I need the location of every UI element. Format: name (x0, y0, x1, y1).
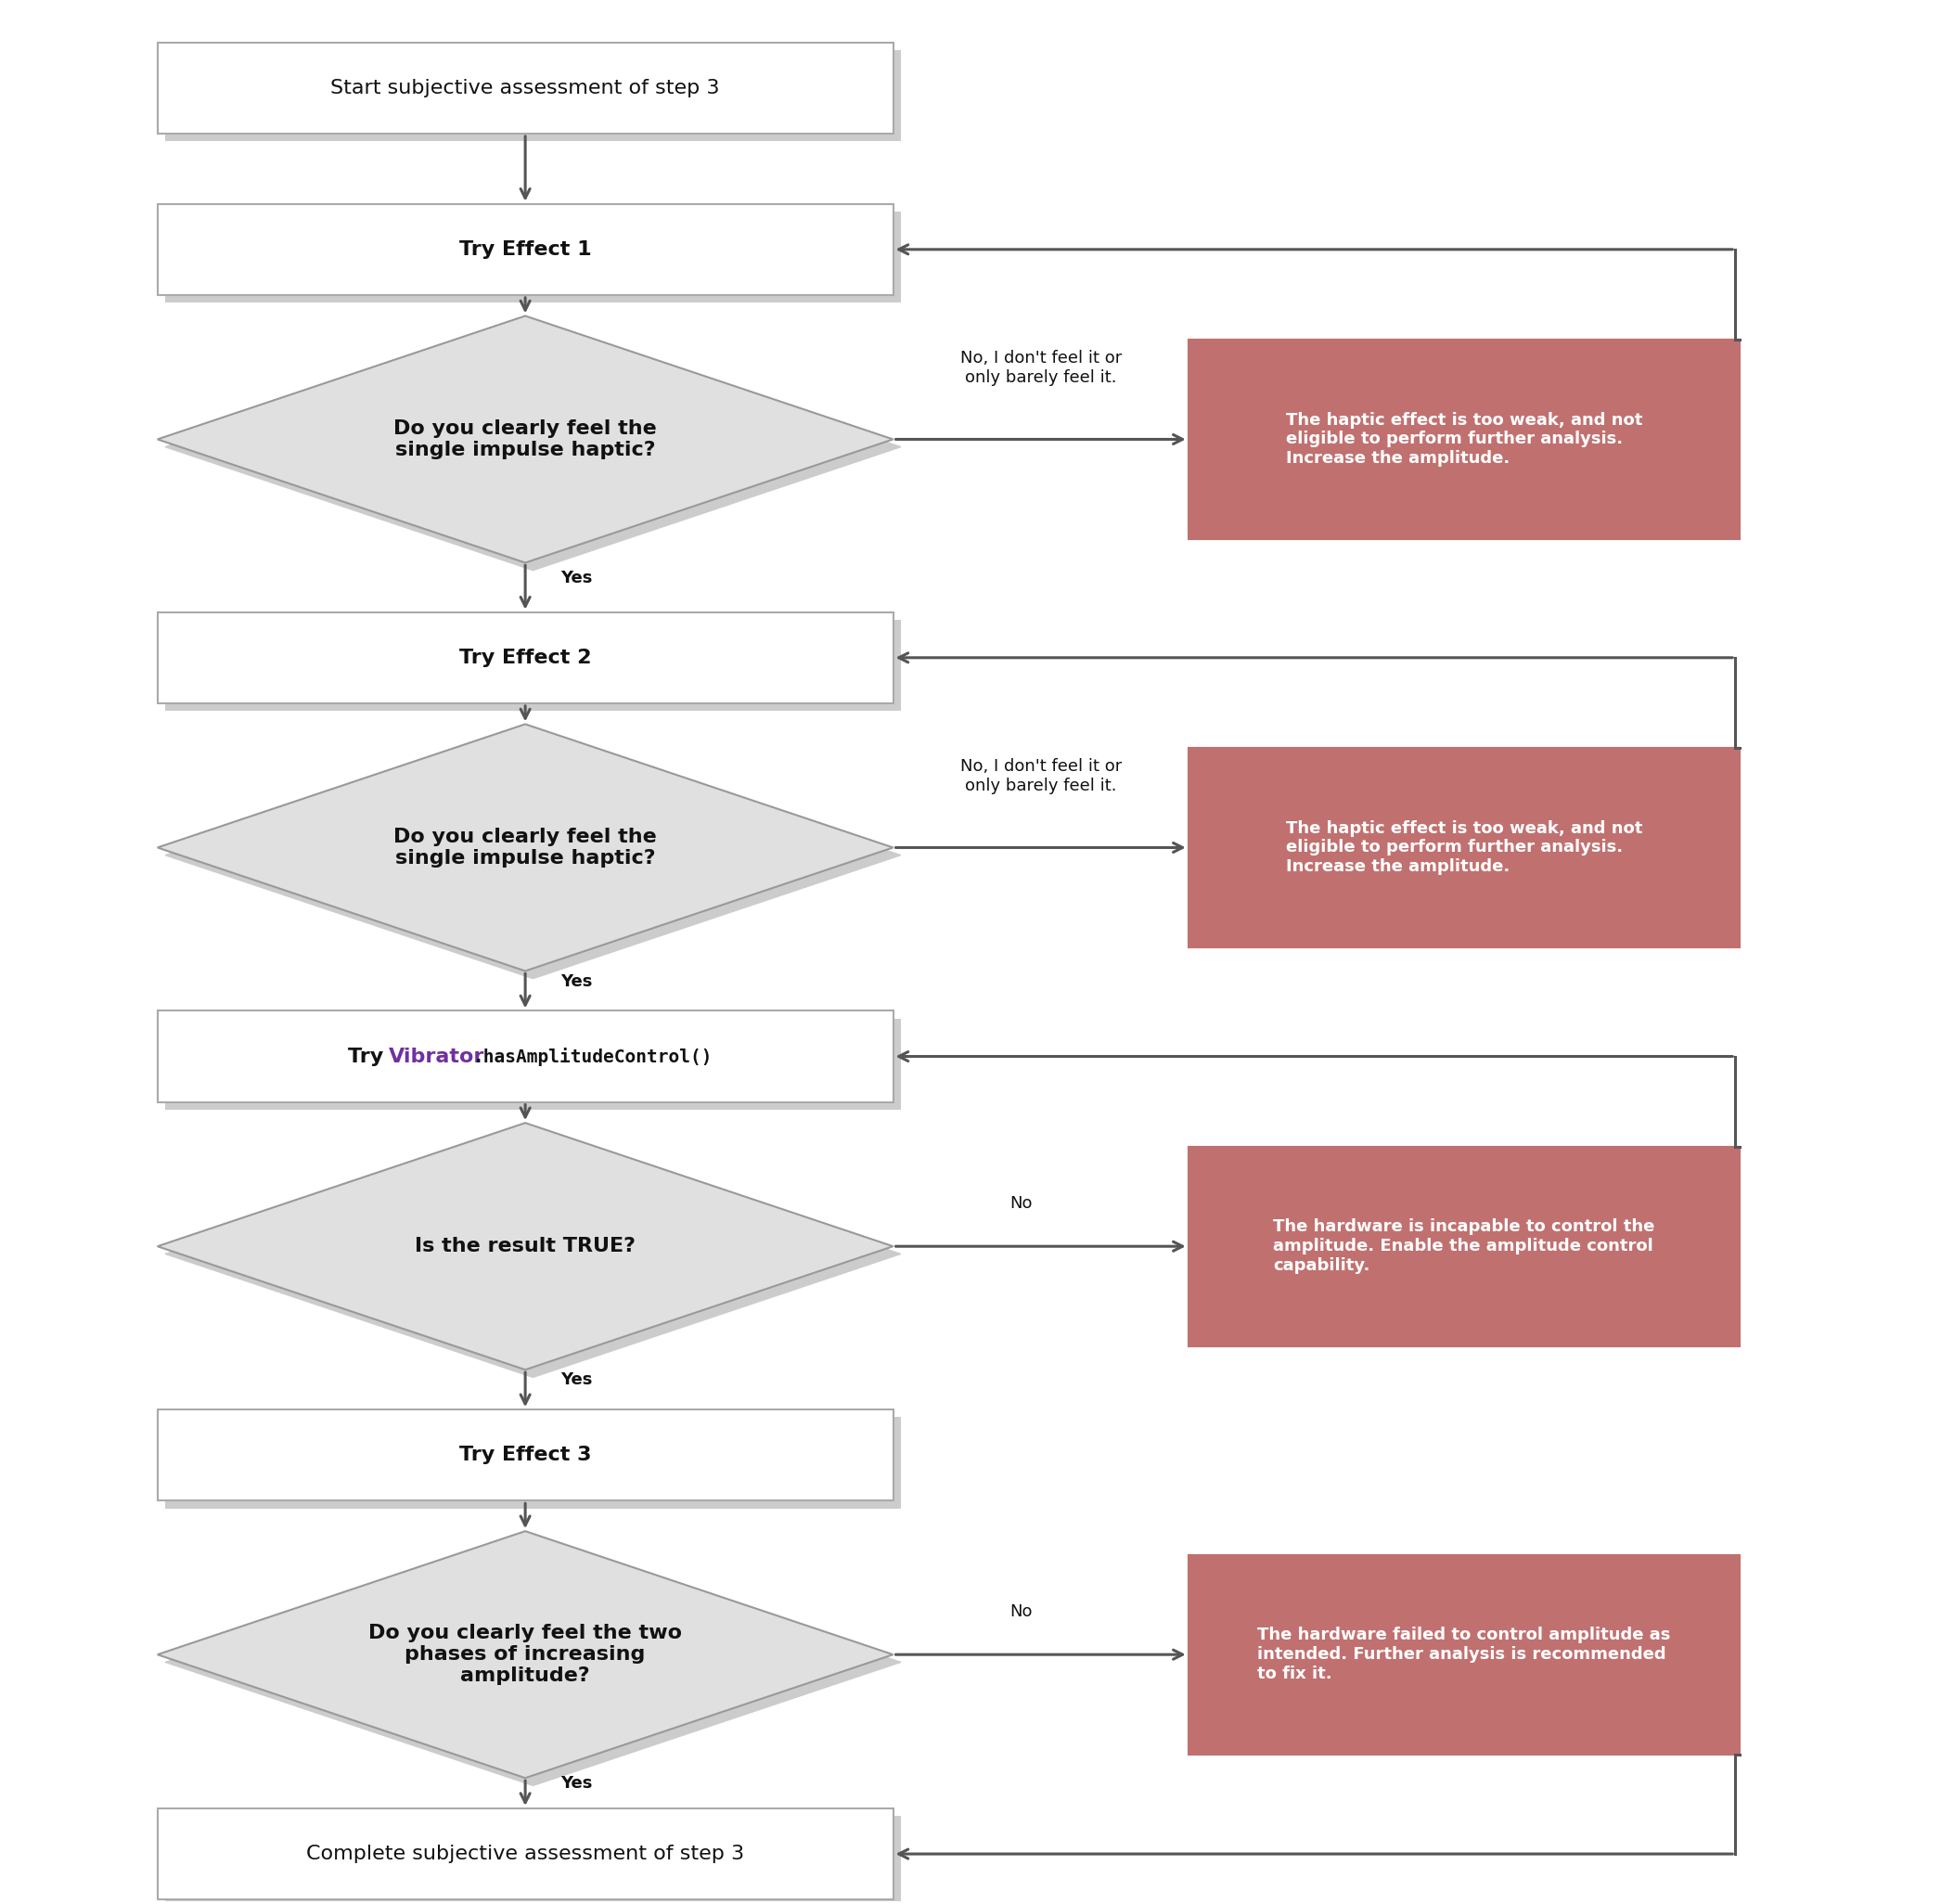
FancyBboxPatch shape (1188, 1146, 1739, 1346)
Polygon shape (165, 1538, 901, 1786)
Text: .hasAmplitudeControl(): .hasAmplitudeControl() (474, 1047, 712, 1066)
Text: The hardware is incapable to control the
amplitude. Enable the amplitude control: The hardware is incapable to control the… (1273, 1219, 1656, 1274)
Text: Yes: Yes (561, 569, 592, 586)
FancyBboxPatch shape (1188, 1556, 1739, 1754)
Text: The haptic effect is too weak, and not
eligible to perform further analysis.
Inc: The haptic effect is too weak, and not e… (1285, 821, 1642, 876)
Text: Try Effect 1: Try Effect 1 (460, 240, 592, 259)
Text: Is the result TRUE?: Is the result TRUE? (415, 1238, 635, 1255)
Text: No, I don't feel it or
only barely feel it.: No, I don't feel it or only barely feel … (961, 758, 1122, 794)
FancyBboxPatch shape (165, 50, 901, 141)
FancyBboxPatch shape (157, 42, 893, 133)
Polygon shape (157, 1531, 893, 1778)
Text: Try Effect 2: Try Effect 2 (460, 649, 592, 666)
Polygon shape (165, 324, 901, 571)
Polygon shape (157, 316, 893, 564)
FancyBboxPatch shape (165, 619, 901, 710)
Text: Do you clearly feel the
single impulse haptic?: Do you clearly feel the single impulse h… (394, 828, 656, 868)
FancyBboxPatch shape (1188, 748, 1739, 948)
Text: Start subjective assessment of step 3: Start subjective assessment of step 3 (330, 78, 720, 97)
Text: The haptic effect is too weak, and not
eligible to perform further analysis.
Inc: The haptic effect is too weak, and not e… (1285, 411, 1642, 466)
Polygon shape (165, 731, 901, 979)
FancyBboxPatch shape (1188, 339, 1739, 539)
Text: Try Effect 3: Try Effect 3 (460, 1445, 592, 1464)
FancyBboxPatch shape (157, 611, 893, 703)
FancyBboxPatch shape (157, 1809, 893, 1900)
Text: No: No (1009, 1196, 1033, 1213)
FancyBboxPatch shape (157, 1011, 893, 1102)
FancyBboxPatch shape (165, 1417, 901, 1508)
FancyBboxPatch shape (165, 1019, 901, 1110)
Text: Do you clearly feel the two
phases of increasing
amplitude?: Do you clearly feel the two phases of in… (369, 1624, 681, 1685)
Text: Do you clearly feel the
single impulse haptic?: Do you clearly feel the single impulse h… (394, 419, 656, 459)
Text: Yes: Yes (561, 973, 592, 990)
Text: No: No (1009, 1603, 1033, 1620)
FancyBboxPatch shape (165, 1816, 901, 1904)
Text: No, I don't feel it or
only barely feel it.: No, I don't feel it or only barely feel … (961, 350, 1122, 387)
Text: The hardware failed to control amplitude as
intended. Further analysis is recomm: The hardware failed to control amplitude… (1258, 1626, 1671, 1683)
FancyBboxPatch shape (157, 1409, 893, 1500)
Polygon shape (157, 724, 893, 971)
Text: Yes: Yes (561, 1373, 592, 1388)
Text: Try: Try (347, 1047, 390, 1066)
Polygon shape (157, 1123, 893, 1369)
Text: Complete subjective assessment of step 3: Complete subjective assessment of step 3 (307, 1845, 743, 1864)
FancyBboxPatch shape (165, 211, 901, 303)
FancyBboxPatch shape (157, 204, 893, 295)
Text: Yes: Yes (561, 1775, 592, 1792)
Polygon shape (165, 1131, 901, 1377)
Text: Vibrator: Vibrator (388, 1047, 485, 1066)
